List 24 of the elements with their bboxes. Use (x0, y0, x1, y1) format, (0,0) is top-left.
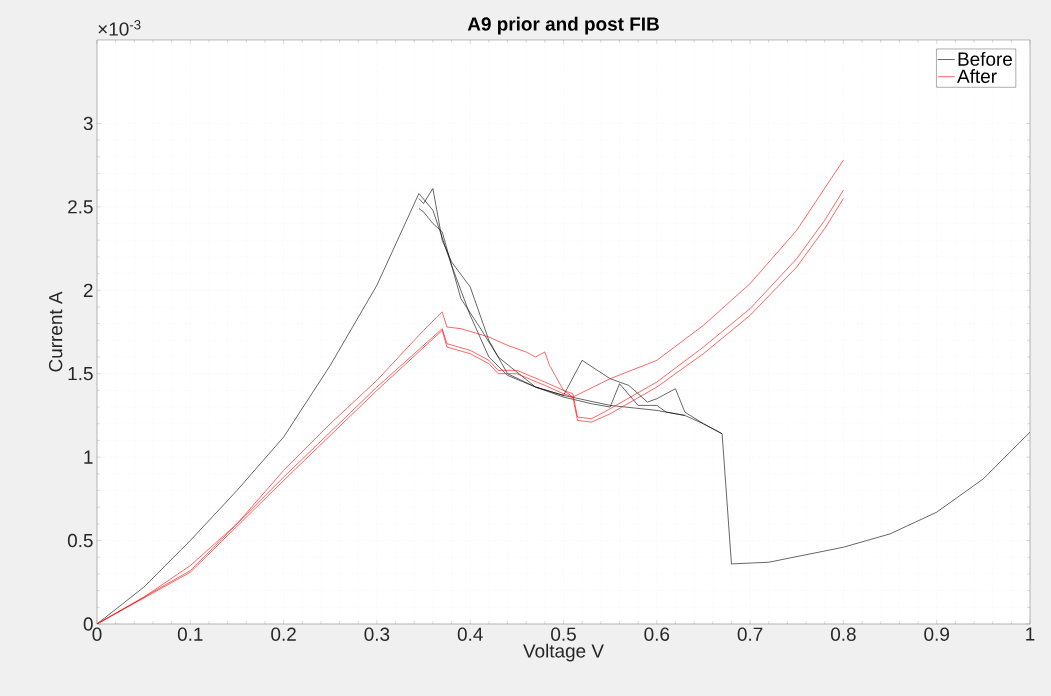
x-tick-label: 0.4 (457, 627, 483, 641)
x-tick-label: 0.6 (644, 627, 670, 641)
x-axis-title: Voltage V (523, 643, 604, 662)
chart-title: A9 prior and post FIB (467, 16, 659, 35)
legend-label: Before (958, 51, 1012, 66)
x-tick-label: 0.9 (924, 627, 949, 641)
y-tick-label: 2.5 (68, 200, 93, 214)
y-tick-label: 0.5 (67, 533, 93, 548)
x-tick-label: 0.8 (830, 627, 856, 641)
x-tick-label: 0.1 (177, 627, 203, 641)
y-tick-label: 1.5 (68, 367, 93, 381)
y-tick-label: 2 (83, 283, 93, 297)
y-tick-label: 3 (83, 116, 93, 131)
y-tick-label: 1 (84, 450, 93, 464)
x-tick-label: 0.7 (737, 627, 763, 641)
x-tick-label: 0.3 (364, 627, 390, 641)
y-tick-label: 0 (83, 617, 93, 631)
x-tick-label: 0 (92, 627, 102, 641)
y-axis-title: Current A (48, 291, 63, 372)
x-tick-label: 1 (1026, 627, 1035, 641)
legend-label: After (957, 69, 997, 83)
x-tick-label: 0.2 (271, 627, 296, 641)
text: ×10$^{-3}$ (98, 20, 141, 36)
x-tick-label: 0.5 (551, 627, 576, 641)
